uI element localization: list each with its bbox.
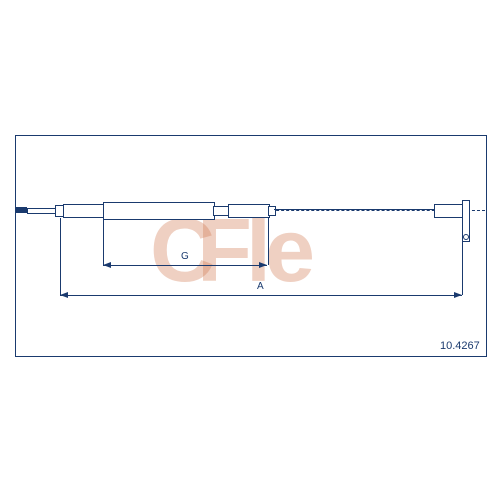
dimension-g-label: G bbox=[181, 251, 189, 262]
taper-section bbox=[63, 204, 105, 218]
tip-2 bbox=[268, 206, 276, 216]
witness-g-right bbox=[268, 218, 269, 265]
dimension-a-label: A bbox=[257, 281, 264, 292]
part-number: 10.4267 bbox=[440, 340, 480, 352]
dimension-a-arrow-left bbox=[60, 292, 68, 298]
drawing-frame bbox=[15, 135, 487, 357]
witness-g-left bbox=[103, 218, 104, 265]
witness-a-right bbox=[462, 240, 463, 295]
dimension-g-arrow-left bbox=[103, 262, 111, 268]
dimension-a-line bbox=[60, 295, 462, 296]
cable bbox=[274, 209, 434, 210]
bracket-hole bbox=[463, 234, 469, 240]
dimension-g-arrow-right bbox=[259, 262, 267, 268]
dimension-a-arrow-right bbox=[454, 292, 462, 298]
left-tip bbox=[15, 207, 27, 213]
diagram-canvas: CFle G A 10.4267 bbox=[0, 0, 500, 500]
dimension-g-line bbox=[103, 265, 267, 266]
sleeve-1 bbox=[103, 202, 215, 220]
sleeve-2 bbox=[228, 204, 270, 218]
witness-a-left bbox=[60, 218, 61, 295]
